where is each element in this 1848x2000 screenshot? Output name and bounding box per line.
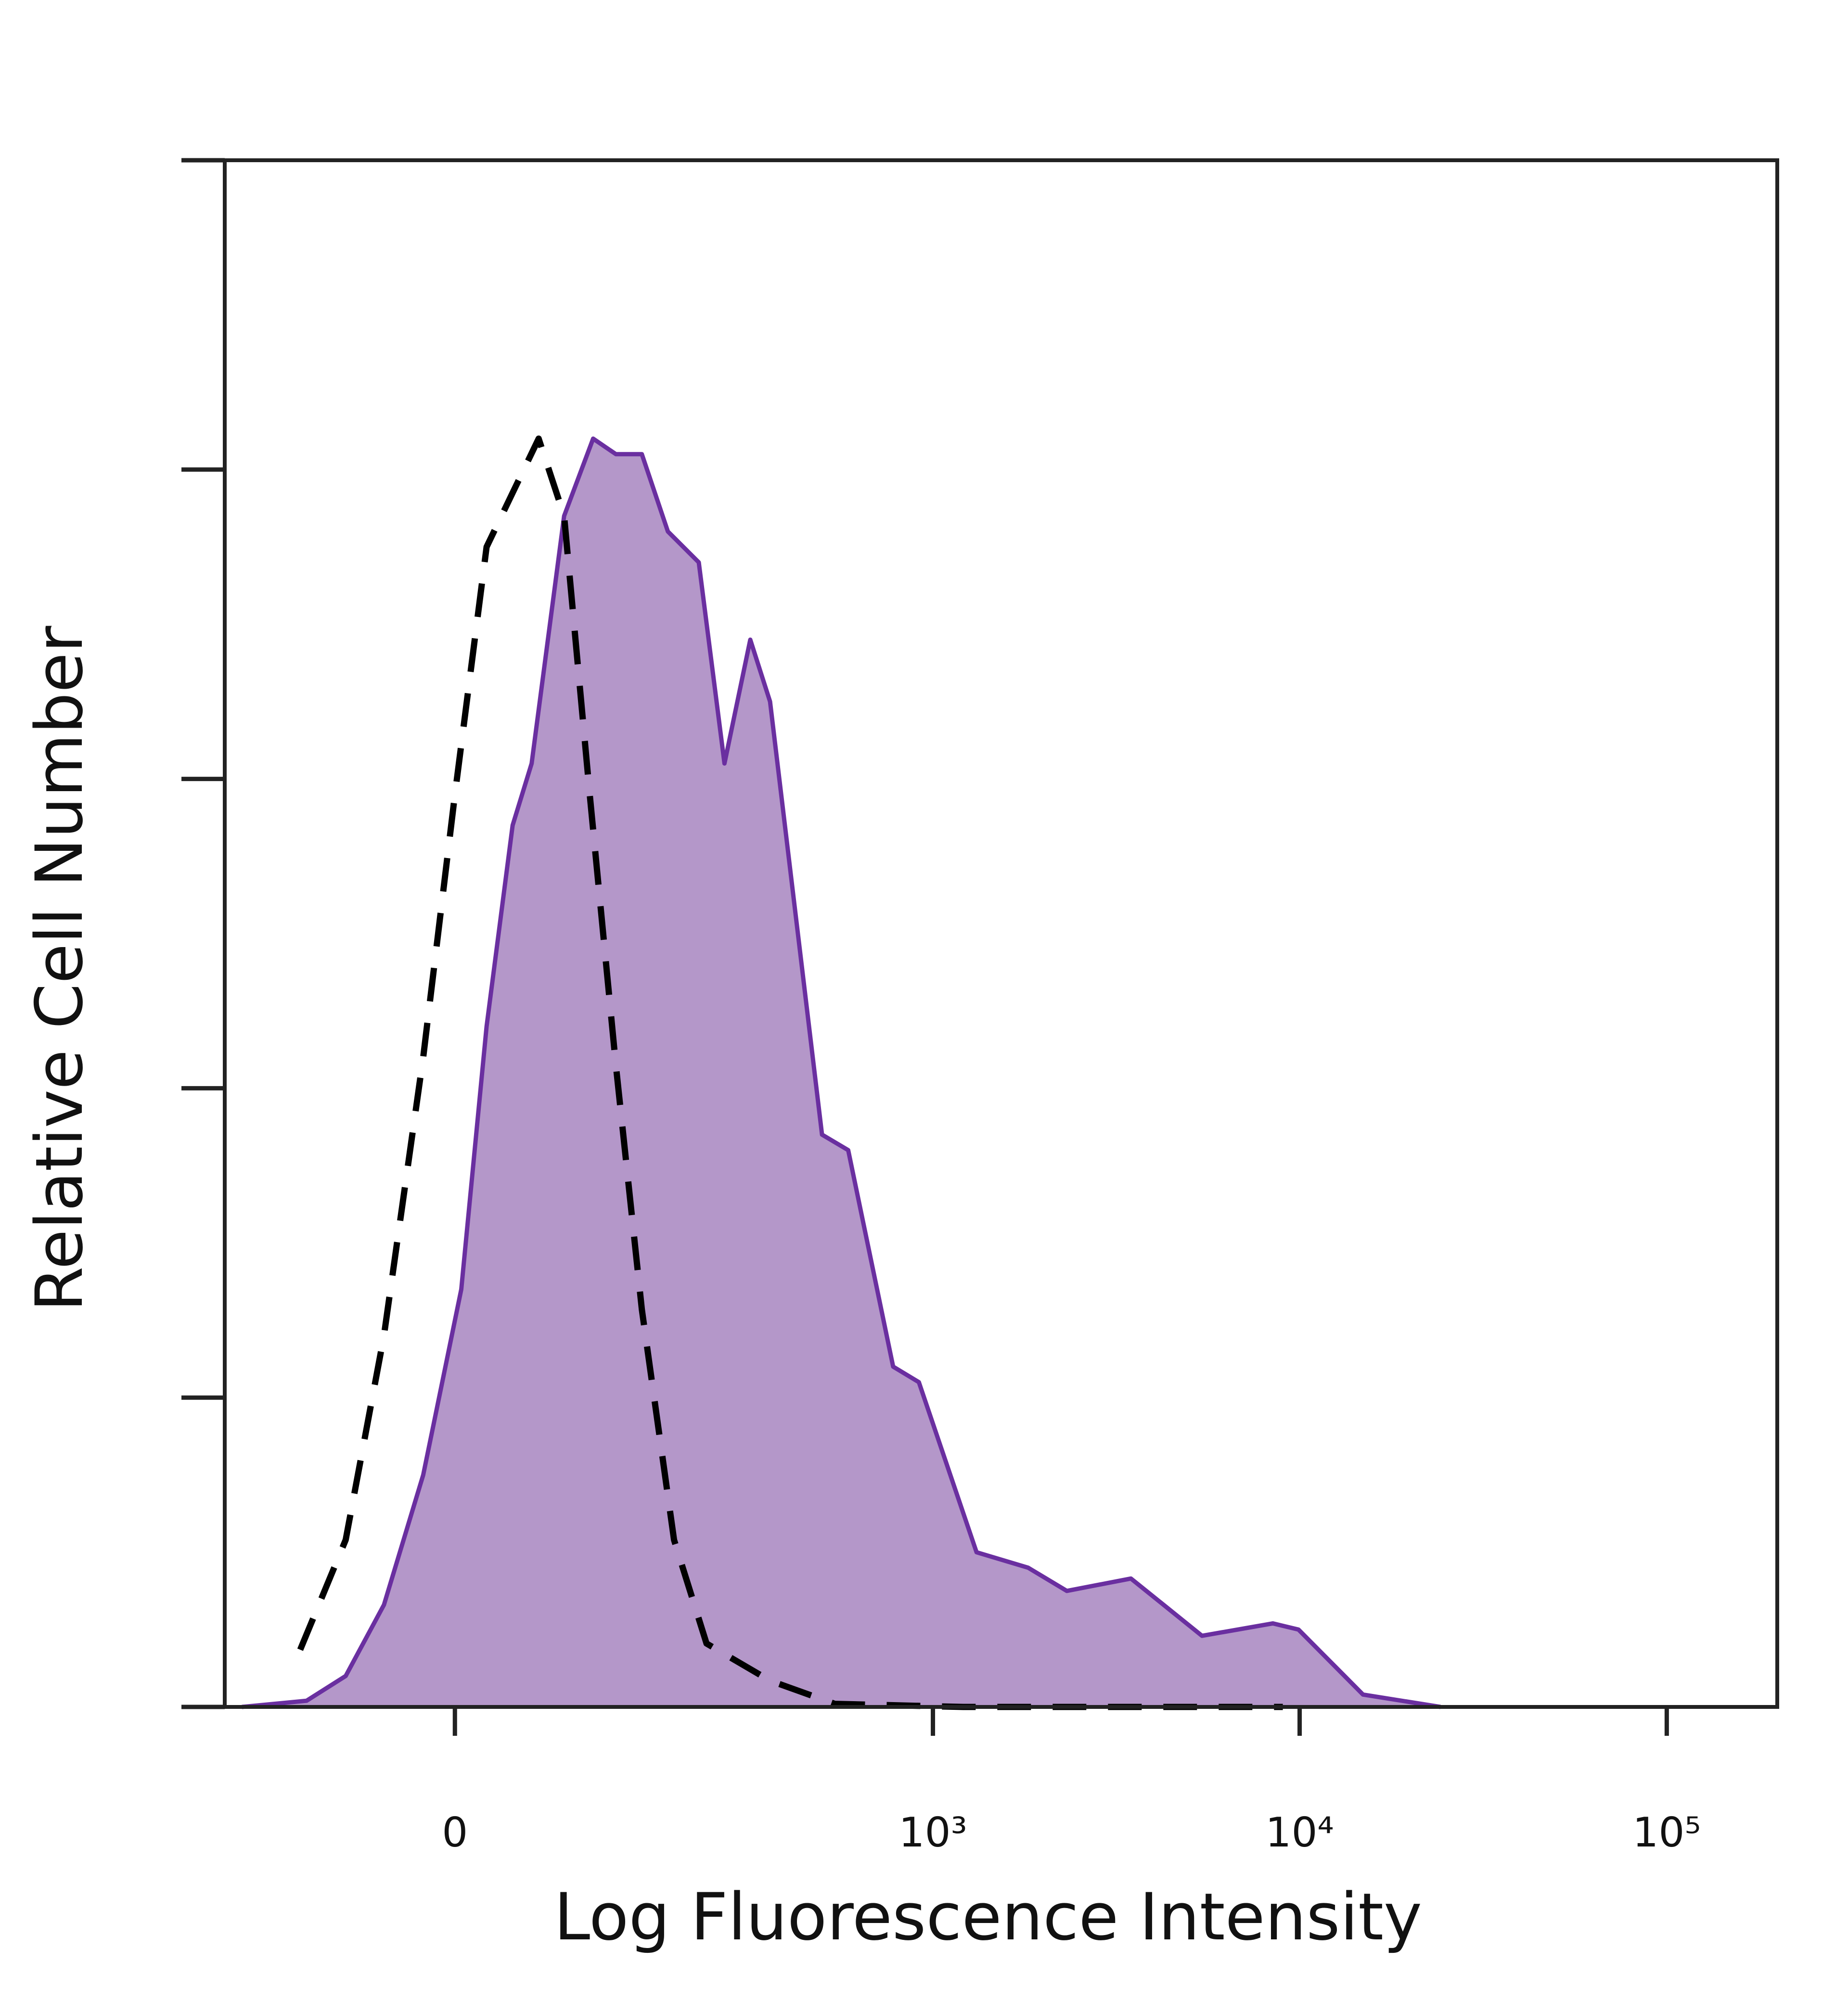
histogram-area [242,438,1441,1707]
x-tick-label: 0 [442,1809,468,1857]
control-line [297,436,1283,1710]
x-tick-label: 10⁵ [1632,1809,1701,1857]
histogram-line [242,436,1441,1709]
plot-frame [223,158,1779,1709]
y-axis-label: Relative Cell Number [22,626,97,1311]
x-axis-label: Log Fluorescence Intensity [554,1879,1422,1955]
x-tick-label: 10³ [898,1809,967,1857]
x-tick-label: 10⁴ [1265,1809,1334,1857]
